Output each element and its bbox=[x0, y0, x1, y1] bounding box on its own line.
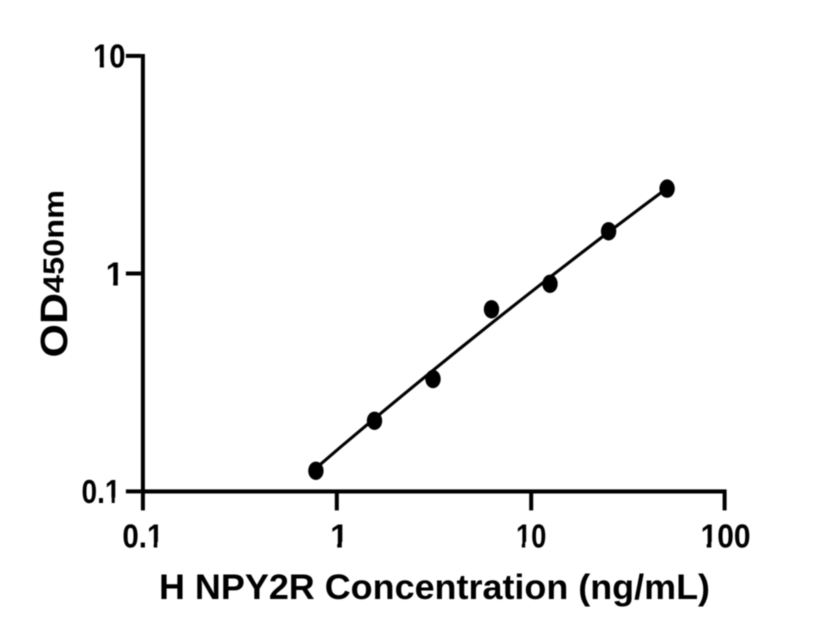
svg-text:H NPY2R Concentration (ng/mL): H NPY2R Concentration (ng/mL) bbox=[159, 568, 710, 607]
svg-text:1: 1 bbox=[330, 518, 348, 555]
svg-text:10: 10 bbox=[516, 518, 547, 555]
svg-text:10: 10 bbox=[93, 38, 126, 75]
svg-text:0.1: 0.1 bbox=[122, 518, 163, 555]
svg-text:100: 100 bbox=[701, 518, 751, 555]
svg-text:OD450nm: OD450nm bbox=[33, 190, 76, 357]
svg-text:0.1: 0.1 bbox=[82, 473, 121, 510]
svg-text:1: 1 bbox=[106, 255, 124, 292]
